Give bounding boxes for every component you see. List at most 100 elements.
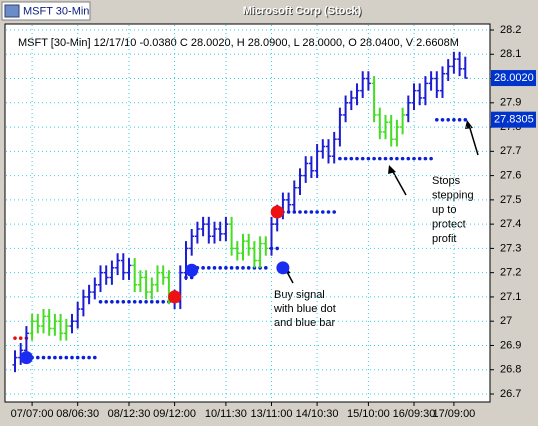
ohlc-bar: [246, 233, 252, 256]
price-tag: [491, 70, 536, 87]
ohlc-bar: [337, 107, 343, 147]
stops-note: stepping: [432, 189, 474, 201]
stop-dot: [53, 355, 57, 360]
ohlc-bar: [58, 313, 64, 341]
ohlc-bar: [217, 221, 223, 242]
stop-dot: [121, 299, 126, 304]
stop-dot: [423, 156, 428, 161]
ohlc-bar: [155, 265, 160, 293]
stop-dot: [64, 355, 69, 360]
x-tick-label: 17/09:00: [432, 408, 475, 420]
ohlc-bar: [41, 309, 46, 334]
ohlc-bar: [462, 56, 468, 79]
ohlc-bar: [428, 71, 434, 91]
stops-note: Stops: [432, 175, 461, 187]
ohlc-bar: [422, 76, 428, 106]
buy-note: and blue bar: [274, 317, 335, 329]
ohlc-bar: [69, 313, 75, 334]
stop-dot: [389, 156, 394, 161]
stop-dot: [417, 156, 422, 161]
chart-title: Microsoft Corp (Stock): [243, 5, 362, 17]
ohlc-bar: [126, 258, 132, 280]
stop-dot: [93, 355, 97, 360]
stop-dot: [13, 336, 17, 340]
stop-dot: [246, 266, 251, 270]
ohlc-bar: [98, 265, 103, 293]
ohlc-bar: [320, 139, 326, 159]
stop-dot: [338, 156, 342, 161]
ohlc-bar: [348, 90, 354, 111]
y-tick-label: 27.3: [500, 242, 521, 254]
stop-dot: [224, 266, 228, 270]
stop-dot: [321, 210, 325, 214]
y-tick-label: 28.2: [500, 24, 521, 36]
stop-dot: [207, 266, 211, 270]
x-tick-label: 14/10:30: [296, 408, 339, 420]
x-tick-label: 08/06:30: [56, 408, 99, 420]
ohlc-bar: [109, 260, 115, 285]
stop-dot: [87, 355, 91, 360]
ohlc-bar: [206, 216, 212, 244]
stop-dot: [429, 156, 433, 161]
stop-dot: [150, 299, 154, 304]
stop-dot: [446, 117, 451, 122]
ohlc-bar: [360, 71, 366, 98]
stops-note: profit: [432, 233, 456, 245]
ohlc-bar: [75, 301, 81, 329]
symbol-box[interactable]: [1, 1, 91, 21]
price-tag-label: 28.0020: [494, 72, 534, 84]
ohlc-bar: [240, 233, 246, 261]
stop-dot: [349, 156, 354, 161]
ohlc-bar: [137, 270, 143, 293]
ohlc-bar: [120, 253, 126, 280]
ohlc-bar: [394, 119, 400, 147]
ohlc-bar: [371, 76, 377, 123]
arrow: [468, 124, 479, 156]
ohlc-bar: [434, 71, 440, 98]
ohlc-bar: [251, 241, 257, 268]
ohlc-bar: [457, 51, 463, 77]
stop-dot: [98, 299, 103, 304]
stop-dot: [383, 156, 388, 161]
buy-note: Buy signal: [274, 289, 325, 301]
stop-dot: [41, 355, 46, 360]
plot-area: [4, 23, 491, 403]
arrow: [391, 169, 407, 196]
x-tick-label: 16/09:30: [393, 408, 436, 420]
stop-dot: [36, 355, 40, 360]
ohlc-bar: [194, 221, 200, 244]
y-tick-label: 28.1: [500, 48, 521, 60]
stops-note: protect: [432, 218, 466, 230]
ohlc-bar: [183, 241, 189, 280]
window-label: MSFT 30-Min: [23, 5, 89, 17]
stop-dot: [400, 156, 405, 161]
stop-dot: [212, 266, 217, 270]
stop-dot: [161, 299, 165, 304]
ohlc-bar: [411, 83, 417, 111]
buy-note: with blue dot: [273, 303, 336, 315]
ohlc-bar: [92, 277, 98, 300]
stop-dot: [18, 336, 23, 340]
signal-dot: [276, 261, 290, 275]
y-tick-label: 27.7: [500, 145, 521, 157]
stop-dot: [229, 266, 234, 270]
ohlc-bar: [257, 236, 263, 268]
annotations: Buy signal with blue dot and blue bar Stops…: [273, 120, 479, 329]
stop-dot: [275, 246, 280, 251]
y-tick-label: 27.1: [500, 291, 521, 303]
y-tick-label: 26.7: [500, 388, 521, 400]
stop-dot: [366, 156, 371, 161]
ohlc-bar: [229, 216, 235, 256]
ohlc-bar: [132, 258, 138, 293]
ohlc-bar: [377, 107, 383, 140]
signal-dot: [185, 263, 199, 277]
ohlc-bar: [291, 180, 297, 212]
ohlc-bar: [86, 284, 92, 305]
price-tag-label: 27.8305: [494, 114, 534, 126]
ohlc-bar: [189, 228, 195, 256]
y-tick-label: 27.2: [500, 267, 521, 279]
x-tick-label: 09/12:00: [153, 408, 196, 420]
info-line: MSFT [30-Min] 12/17/10 -0.0380 C 28.0020…: [18, 37, 459, 49]
stop-dot: [412, 156, 416, 161]
